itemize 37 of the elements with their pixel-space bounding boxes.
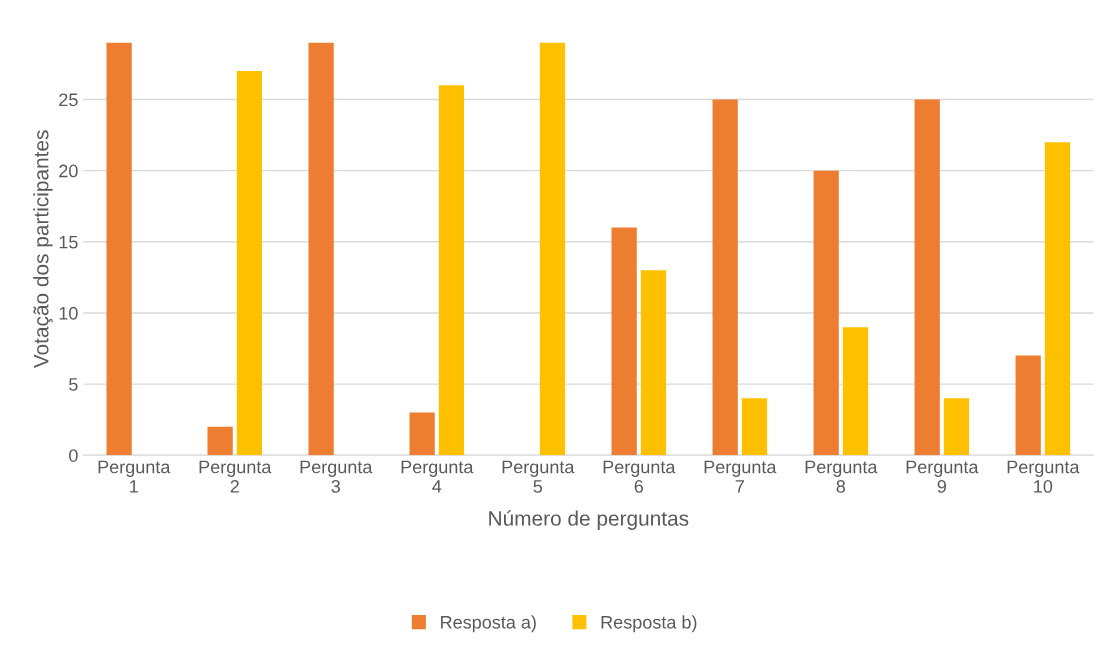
y-tick-label: 20 (59, 164, 78, 178)
bar (712, 99, 738, 456)
bar (409, 412, 435, 456)
bar (813, 170, 839, 456)
bar (539, 42, 566, 456)
y-tick-label: 10 (59, 306, 78, 320)
bar (1044, 142, 1071, 456)
x-tick-label: Pergunta 1 (98, 460, 171, 493)
bar (1015, 355, 1041, 456)
legend-label: Resposta b) (601, 615, 697, 633)
x-tick-label: Pergunta 5 (502, 460, 575, 493)
bar (106, 42, 132, 456)
x-tick-label: Pergunta 3 (300, 460, 373, 493)
x-axis-title: Número de perguntas (489, 510, 689, 530)
x-tick-label: Pergunta 8 (805, 460, 878, 493)
bar (943, 398, 970, 456)
bar (640, 270, 667, 456)
x-tick-label: Pergunta 6 (603, 460, 676, 493)
bar (741, 398, 768, 456)
y-axis-title: Votação dos participantes (33, 130, 53, 369)
y-tick-label: 25 (59, 93, 78, 107)
x-tick-label: Pergunta 7 (704, 460, 777, 493)
bar (236, 71, 263, 456)
bar (308, 42, 334, 456)
legend-label: Resposta a) (441, 615, 536, 633)
bar (842, 327, 869, 456)
x-tick-label: Pergunta 2 (199, 460, 272, 493)
bar (611, 227, 637, 456)
x-tick-label: Pergunta 9 (906, 460, 979, 493)
x-tick-label: Pergunta 10 (1007, 460, 1080, 493)
bar (207, 426, 233, 456)
bar (914, 99, 940, 456)
x-tick-label: Pergunta 4 (401, 460, 474, 493)
y-tick-label: 0 (69, 449, 78, 462)
y-tick-label: 5 (69, 378, 78, 391)
bar (438, 85, 465, 456)
y-tick-label: 15 (59, 235, 78, 249)
